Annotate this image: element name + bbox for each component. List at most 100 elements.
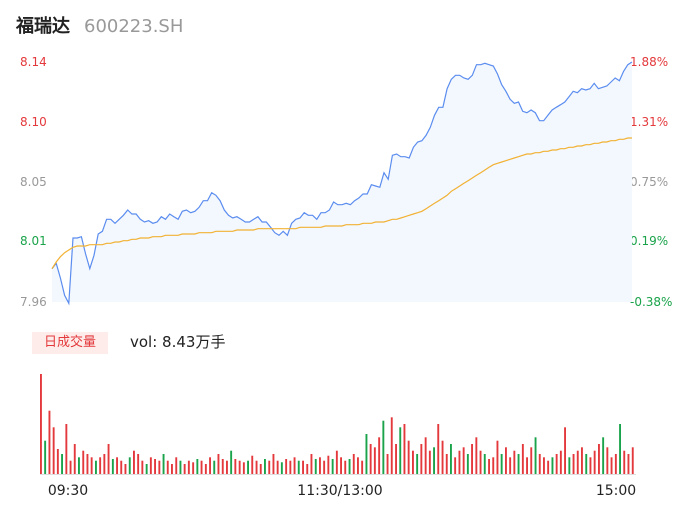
pct-tick-label: 1.88% [630, 55, 668, 69]
time-tick-label: 11:30/13:00 [297, 483, 382, 499]
volume-bar [488, 459, 490, 474]
price-tick-label: 8.05 [20, 175, 47, 189]
volume-bar [289, 460, 292, 474]
volume-bar [196, 459, 199, 474]
volume-bar [407, 440, 410, 474]
volume-bar [348, 459, 351, 474]
volume-bar [538, 454, 541, 474]
volume-bar [40, 374, 42, 474]
volume-bar [107, 444, 110, 474]
volume-bar [559, 450, 562, 474]
volume-bar [496, 440, 499, 474]
volume-bar [297, 460, 300, 474]
volume-bar [52, 427, 55, 474]
volume-bar [120, 460, 123, 474]
volume-bar [572, 454, 575, 474]
volume-bar [382, 420, 385, 474]
volume-bar [517, 454, 520, 474]
price-tick-label: 8.10 [20, 115, 47, 129]
volume-bar [251, 455, 254, 474]
price-tick-label: 8.14 [20, 55, 47, 69]
volume-bar [471, 444, 473, 474]
volume-bar [44, 440, 47, 474]
volume-bar [149, 457, 152, 474]
volume-bar [492, 457, 495, 474]
pct-tick-label: 1.31% [630, 115, 668, 129]
price-tick-label: 7.96 [20, 295, 47, 309]
volume-bar [162, 454, 165, 474]
volume-bar [576, 450, 579, 474]
volume-bar [145, 464, 148, 474]
volume-bar [344, 460, 347, 474]
volume-bar [73, 444, 76, 474]
volume-bar [483, 454, 486, 474]
volume-bar [133, 450, 135, 474]
volume-readout: vol: 8.43万手 [130, 333, 226, 351]
volume-bar [103, 454, 106, 474]
volume-bar [386, 454, 389, 474]
volume-bar [124, 464, 127, 474]
volume-bar [475, 437, 478, 474]
volume-bar [221, 459, 224, 474]
volume-bar [352, 454, 355, 474]
volume-bar [530, 447, 533, 474]
volume-bar [526, 457, 528, 474]
volume-bar [141, 460, 144, 474]
time-tick-label: 09:30 [48, 483, 88, 499]
volume-bar [175, 457, 178, 474]
volume-bar [610, 457, 613, 474]
volume-bar [166, 460, 169, 474]
stock-code: 600223.SH [84, 16, 184, 37]
volume-bar [179, 460, 182, 474]
volume-bar [204, 464, 207, 474]
volume-bar [280, 462, 283, 474]
volume-bar [276, 460, 279, 474]
volume-bar [335, 450, 338, 474]
volume-bar [158, 460, 161, 474]
volume-bar [319, 457, 321, 474]
volume-bar [416, 454, 419, 474]
volume-bar [551, 457, 554, 474]
volume-bar [534, 437, 537, 474]
volume-bar [230, 450, 233, 474]
volume-bar [217, 454, 220, 474]
price-line [51, 61, 633, 306]
volume-bar [424, 437, 427, 474]
volume-bar [631, 447, 634, 474]
volume-bar [111, 459, 114, 474]
stock-name: 福瑞达 [16, 16, 70, 37]
volume-bar [78, 457, 80, 474]
volume-tab[interactable]: 日成交量 [32, 332, 108, 354]
volume-bar [598, 444, 600, 474]
volume-bar [306, 464, 309, 474]
volume-bar [623, 450, 626, 474]
price-chart: 8.14 8.10 8.05 8.01 7.96 1.88% 1.31% 0.75% 0.19%… [20, 55, 672, 309]
volume-bar [242, 462, 245, 474]
time-tick-label: 15:00 [596, 483, 636, 499]
volume-bar [340, 457, 342, 474]
volume-bar [454, 457, 457, 474]
volume-bar [479, 450, 482, 474]
volume-bar [450, 444, 452, 474]
volume-bar [466, 454, 469, 474]
volume-bar [285, 459, 288, 474]
volume-bar [293, 457, 296, 474]
volume-bar [154, 459, 156, 474]
volume-bar [509, 457, 512, 474]
volume-bar [505, 447, 507, 474]
volume-bar [238, 460, 241, 474]
volume-bar [365, 434, 368, 474]
volume-bar [99, 457, 102, 474]
pct-tick-label: 0.19% [630, 234, 668, 248]
volume-bar [547, 460, 550, 474]
volume-bar [606, 447, 609, 474]
volume-bar [171, 464, 173, 474]
volume-bar [82, 450, 85, 474]
volume-bar [619, 424, 621, 474]
volume-bar [200, 460, 203, 474]
volume-bar [255, 460, 258, 474]
volume-bar [420, 444, 423, 474]
volume-bar [69, 460, 72, 474]
volume-bar [433, 447, 435, 474]
